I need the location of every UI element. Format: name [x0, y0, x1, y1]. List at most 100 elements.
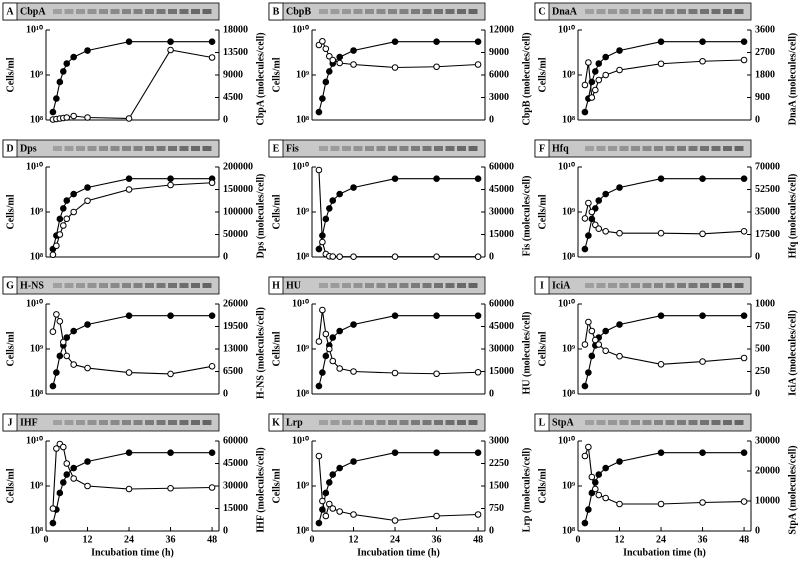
data-point [208, 449, 216, 456]
x-tick-label: 0 [576, 534, 581, 545]
panel: A CbpA 10⁸ 10⁹ 10¹⁰ 0 4500 9000 13500 18000 Cells/… [2, 2, 266, 126]
data-point [602, 327, 609, 335]
data-point [60, 222, 67, 229]
gel-band [342, 283, 351, 288]
y-axis-label: Cells/ml [537, 468, 548, 503]
y-tick-label: 10⁹ [296, 69, 309, 80]
gel-band [665, 420, 675, 425]
gel-band [353, 420, 363, 425]
x-tick-label: 0 [44, 534, 49, 545]
panel-label-box [2, 2, 18, 21]
gel-band [76, 146, 85, 151]
data-point [322, 78, 330, 86]
y2-tick-label: 30000 [223, 480, 248, 491]
panel-label: E [273, 143, 280, 154]
y-tick-label: 10⁹ [296, 343, 309, 354]
data-point [167, 312, 174, 319]
gel-band [434, 283, 443, 288]
data-point [595, 491, 603, 499]
gel-band [168, 146, 177, 151]
gel-band [688, 9, 698, 14]
data-point [474, 175, 482, 182]
gel-band [365, 283, 374, 288]
gel-band [654, 283, 663, 288]
gel-band [711, 146, 721, 151]
panel: B CbpB 10⁸ 10⁹ 10¹⁰ 0 3000 6000 9000 12000 Cells/m… [268, 2, 532, 126]
y2-tick-label: 50000 [223, 229, 248, 240]
panel: I IciA 10⁸ 10⁹ 10¹⁰ 0 250 500 750 1000 Cells/ml Ici… [534, 276, 798, 399]
y-tick-label: 10¹⁰ [26, 161, 43, 172]
y-tick-label: 10⁹ [30, 480, 43, 491]
data-point [125, 115, 133, 122]
data-point [740, 227, 748, 235]
gel-band [202, 283, 212, 288]
y2-tick-label: 0 [755, 525, 760, 536]
panel-label: B [273, 6, 280, 17]
gel-band [191, 420, 200, 425]
data-point [585, 443, 592, 451]
series-line [584, 201, 745, 235]
gel-band [342, 9, 351, 14]
y2-tick-label: 6000 [489, 69, 509, 80]
gel-band [422, 420, 432, 425]
y-tick-label: 10¹⁰ [558, 298, 575, 309]
y2-axis-label: IciA (molecules/cell) [787, 310, 798, 396]
data-point [167, 484, 174, 492]
data-point [49, 251, 57, 259]
data-point [167, 449, 174, 456]
gel-band [64, 9, 74, 14]
data-point [602, 464, 609, 472]
gel-band [53, 9, 62, 14]
data-point [84, 47, 91, 54]
gel-band [688, 146, 698, 151]
data-point [595, 76, 603, 84]
gel-band [631, 9, 640, 14]
gel-band [87, 9, 97, 14]
y-tick-label: 10⁸ [296, 251, 309, 262]
data-point [602, 53, 609, 61]
gel-band [122, 146, 131, 151]
gel-band [631, 146, 640, 151]
data-point [63, 114, 71, 121]
data-point [84, 458, 91, 465]
gel-band [99, 146, 108, 151]
series-line [52, 49, 213, 121]
data-point [595, 225, 603, 233]
data-point [699, 175, 706, 182]
y-tick-label: 10⁹ [562, 206, 575, 217]
y2-tick-label: 0 [755, 251, 760, 262]
y2-tick-label: 15000 [489, 229, 514, 240]
gel-band [156, 9, 166, 14]
data-point [740, 449, 748, 456]
series-line [584, 446, 745, 505]
data-point [657, 38, 665, 45]
y-tick-label: 10¹⁰ [292, 298, 309, 309]
data-point [581, 519, 589, 527]
gel-band [642, 146, 652, 151]
y-tick-label: 10⁹ [30, 206, 43, 217]
gel-band [353, 9, 363, 14]
y-axis-label: Cells/ml [271, 468, 282, 503]
data-point [592, 68, 599, 75]
gel-band [319, 283, 328, 288]
gel-band [608, 420, 617, 425]
gel-band [330, 146, 340, 151]
gel-band [191, 9, 200, 14]
data-point [474, 511, 482, 518]
y-axis-label: Cells/ml [5, 331, 16, 366]
gel-band [619, 146, 629, 151]
gel-band [145, 9, 154, 14]
y2-tick-label: 750 [755, 321, 770, 332]
gel-band [76, 9, 85, 14]
gel-band [330, 9, 340, 14]
data-point [433, 312, 440, 319]
gel-band [202, 420, 212, 425]
data-point [474, 368, 482, 376]
data-point [585, 506, 592, 513]
series-line [52, 315, 213, 387]
y2-axis-label: Hfq (molecules/cell) [787, 174, 798, 259]
data-point [125, 175, 133, 182]
gel-band [53, 420, 62, 425]
gel-band [688, 283, 698, 288]
panel-label-box [2, 276, 18, 295]
